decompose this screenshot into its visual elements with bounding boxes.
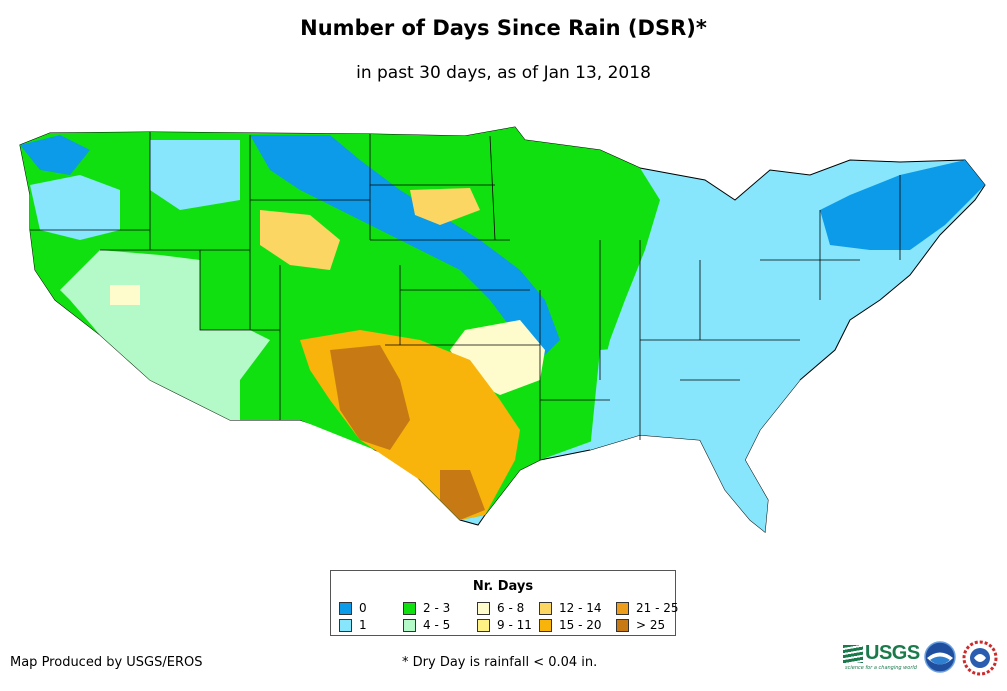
legend-item: 4 - 5 (403, 619, 450, 632)
legend-swatch (616, 602, 629, 615)
legend-item: 21 - 25 (616, 602, 679, 615)
legend-swatch (616, 619, 629, 632)
legend-swatch (403, 602, 416, 615)
legend-item: 12 - 14 (539, 602, 602, 615)
usgs-logo-text: USGS (865, 642, 920, 664)
noaa-logo-icon (924, 641, 956, 673)
region-lightcyan-nw (30, 175, 120, 240)
region-brown-tx (330, 345, 410, 450)
producer-credit: Map Produced by USGS/EROS (10, 655, 203, 670)
legend-label: 4 - 5 (423, 618, 451, 632)
legend-label: 0 (359, 601, 367, 615)
region-blue-nw (20, 135, 90, 175)
legend-item: 15 - 20 (539, 619, 602, 632)
legend-label: 1 (359, 618, 367, 632)
region-yellow-co (260, 210, 340, 270)
legend-swatch (477, 602, 490, 615)
region-blue-ne (820, 160, 985, 250)
legend-swatch (539, 602, 552, 615)
legend: Nr. Days 0 1 2 - 3 4 - 5 6 - 8 9 - 11 12 - 14 1… (330, 570, 679, 636)
legend-item: 2 - 3 (403, 602, 450, 615)
region-lightcyan-wy (150, 140, 240, 210)
legend-item: 6 - 8 (477, 602, 524, 615)
legend-title: Nr. Days (472, 579, 534, 594)
legend-label: 21 - 25 (636, 601, 679, 615)
legend-item: 1 (339, 619, 367, 632)
usgs-wave-icon (843, 645, 863, 663)
legend-item: 0 (339, 602, 367, 615)
legend-item: > 25 (616, 619, 665, 632)
region-brown-stx (440, 470, 485, 520)
region-yellow-sd (410, 188, 480, 225)
region-blue-plains (250, 135, 560, 355)
region-pale-nv (110, 285, 140, 305)
usgs-tagline: science for a changing world (845, 665, 917, 671)
legend-item: 9 - 11 (477, 619, 532, 632)
map-subtitle: in past 30 days, as of Jan 13, 2018 (356, 63, 651, 83)
legend-swatch (339, 602, 352, 615)
legend-swatch (403, 619, 416, 632)
legend-label: 12 - 14 (559, 601, 602, 615)
legend-label: 2 - 3 (423, 601, 451, 615)
us-dsr-map (19, 126, 986, 533)
usgs-logo: USGS science for a changing world (843, 642, 920, 673)
legend-swatch (539, 619, 552, 632)
legend-label: > 25 (636, 618, 666, 632)
nws-logo-icon (962, 640, 998, 676)
legend-label: 9 - 11 (497, 618, 532, 632)
region-lightcyan-south (590, 340, 800, 532)
legend-label: 15 - 20 (559, 618, 602, 632)
dry-day-note: * Dry Day is rainfall < 0.04 in. (402, 655, 598, 670)
legend-label: 6 - 8 (497, 601, 525, 615)
map-title: Number of Days Since Rain (DSR)* (300, 16, 707, 40)
legend-swatch (477, 619, 490, 632)
legend-swatch (339, 619, 352, 632)
state-boundaries (30, 132, 901, 460)
